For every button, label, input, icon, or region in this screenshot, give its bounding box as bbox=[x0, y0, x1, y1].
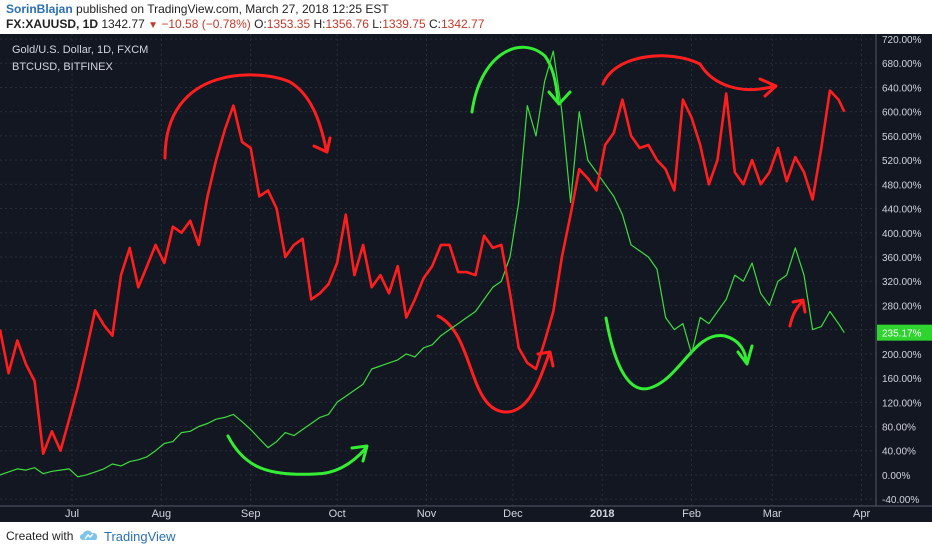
btc-series-line bbox=[0, 50, 845, 478]
ohlc-low-value: 1339.75 bbox=[382, 17, 426, 31]
ohlc-low-key: L: bbox=[372, 17, 383, 31]
annotation-arrowhead bbox=[350, 444, 369, 463]
grid-lines bbox=[0, 34, 932, 522]
x-tick-label: Apr bbox=[853, 508, 870, 520]
y-tick-label: 680.00% bbox=[882, 59, 922, 70]
annotation-arrowhead bbox=[736, 344, 754, 366]
published-text: published on TradingView.com, March 27, … bbox=[76, 2, 389, 16]
annotation-arc bbox=[436, 314, 551, 414]
ohlc-open-key: O: bbox=[254, 17, 267, 31]
axes: -40.00% 0.00% 40.00% 80.00% 120.00% 160.00% 20… bbox=[0, 34, 932, 520]
y-tick-label: 360.00% bbox=[882, 253, 922, 264]
price-change: −10.58 (−0.78%) bbox=[161, 17, 251, 31]
x-tick-label: Aug bbox=[152, 508, 172, 520]
gold-series-line bbox=[0, 89, 846, 456]
symbol-info: FX:XAUUSD, 1D 1342.77 ▼ −10.58 (−0.78%) … bbox=[6, 17, 484, 31]
y-tick-label: 120.00% bbox=[882, 398, 922, 409]
x-tick-label: Sep bbox=[241, 508, 261, 520]
annotation-arc bbox=[788, 300, 804, 328]
ohlc-open-value: 1353.35 bbox=[266, 17, 311, 31]
y-tick-label: 640.00% bbox=[882, 83, 922, 94]
y-tick-label: 720.00% bbox=[882, 35, 922, 46]
ohlc-high-value: 1356.76 bbox=[325, 17, 369, 31]
publish-info: SorinBlajan published on TradingView.com… bbox=[6, 2, 389, 16]
tradingview-cloud-icon bbox=[78, 528, 100, 542]
y-tick-label: -40.00% bbox=[882, 495, 919, 506]
last-value-badge bbox=[877, 324, 932, 341]
y-tick-label: 160.00% bbox=[882, 374, 922, 385]
header-bar: SorinBlajan published on TradingView.com… bbox=[0, 0, 932, 34]
last-value-label: 235.17% bbox=[882, 329, 922, 340]
y-tick-label: 80.00% bbox=[882, 423, 916, 434]
y-tick-label: 0.00% bbox=[882, 471, 910, 482]
ohlc-close-key: C: bbox=[428, 17, 441, 31]
series-lines bbox=[0, 50, 846, 478]
created-with-label: Created with bbox=[6, 529, 74, 543]
ohlc-close-value: 1342.77 bbox=[440, 17, 485, 31]
annotation-arc bbox=[226, 434, 368, 476]
y-tick-label: 480.00% bbox=[882, 180, 922, 191]
legend-gold: Gold/U.S. Dollar, 1D, FXCM bbox=[12, 44, 148, 56]
y-tick-label: 560.00% bbox=[882, 132, 922, 143]
annotation-arc bbox=[470, 45, 560, 114]
annotation-arrowhead bbox=[758, 77, 778, 98]
symbol-label: FX:XAUUSD, 1D bbox=[6, 17, 99, 31]
price-chart[interactable]: -40.00% 0.00% 40.00% 80.00% 120.00% 160.00% 20… bbox=[0, 34, 932, 522]
y-tick-label: 440.00% bbox=[882, 205, 922, 216]
y-tick-label: 40.00% bbox=[882, 447, 916, 458]
annotation-arc bbox=[601, 54, 777, 91]
ohlc-high-key: H: bbox=[313, 17, 326, 31]
annotation-arc bbox=[163, 73, 328, 160]
legend-btc: BTCUSD, BITFINEX bbox=[12, 61, 114, 73]
y-tick-label: 600.00% bbox=[882, 108, 922, 119]
chart-background bbox=[0, 34, 932, 522]
footer-bar: Created with TradingView bbox=[0, 522, 932, 550]
y-tick-label: 200.00% bbox=[882, 350, 922, 361]
y-tick-label: 520.00% bbox=[882, 156, 922, 167]
y-tick-label: 400.00% bbox=[882, 229, 922, 240]
annotation-arc bbox=[604, 316, 748, 391]
x-tick-label: Mar bbox=[763, 508, 782, 520]
x-tick-label: Feb bbox=[682, 508, 701, 520]
annotation-arrowhead bbox=[791, 298, 807, 314]
chart-panel[interactable]: -40.00% 0.00% 40.00% 80.00% 120.00% 160.00% 20… bbox=[0, 34, 932, 522]
x-tick-label: Nov bbox=[417, 508, 437, 520]
x-tick-label: Jul bbox=[65, 508, 79, 520]
drawn-annotations bbox=[163, 45, 807, 476]
last-price: 1342.77 bbox=[101, 17, 145, 31]
x-tick-label: Oct bbox=[329, 508, 346, 520]
y-tick-label: 280.00% bbox=[882, 301, 922, 312]
author-link[interactable]: SorinBlajan bbox=[6, 2, 73, 16]
annotation-arrowhead bbox=[312, 136, 332, 154]
down-triangle-icon: ▼ bbox=[148, 20, 158, 31]
annotation-arrowhead bbox=[547, 90, 572, 106]
y-tick-label: 320.00% bbox=[882, 277, 922, 288]
x-tick-label: Dec bbox=[503, 508, 523, 520]
tradingview-brand[interactable]: TradingView bbox=[104, 529, 176, 544]
x-tick-label: 2018 bbox=[590, 508, 614, 520]
